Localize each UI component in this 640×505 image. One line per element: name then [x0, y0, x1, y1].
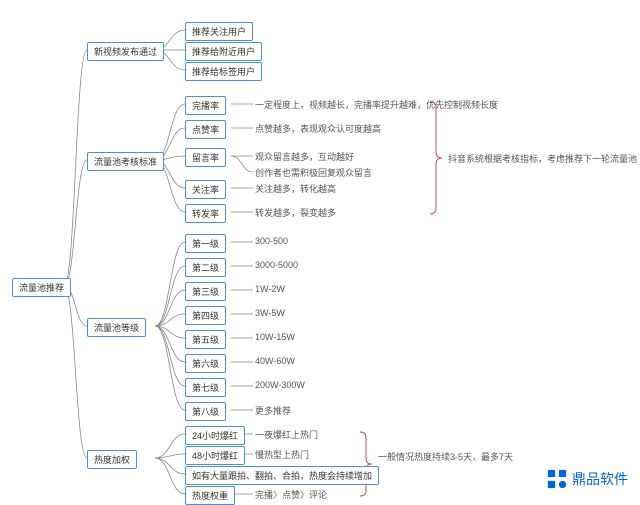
branch4-child-0: 24小时爆红	[185, 426, 245, 445]
branch4-note: 一般情况热度持续3-5天，最多7天	[378, 450, 513, 463]
branch2-child-2: 留言率	[185, 148, 226, 167]
branch2-sub-0-0: 一定程度上，视频越长，完播率提升越难，优先控制视频长度	[255, 98, 498, 111]
branch3-val-7: 更多推荐	[255, 404, 291, 417]
branch4-child-2: 如有大量跟拍、翻拍、合拍，热度会持续增加	[185, 466, 379, 485]
branch2-note: 抖音系统根据考核指标，考虑推荐下一轮流量池	[448, 152, 637, 165]
branch3-val-4: 10W-15W	[255, 332, 295, 342]
logo-icon	[546, 468, 568, 490]
branch1: 新视频发布通过	[87, 42, 164, 61]
logo-text: 鼎品软件	[572, 469, 628, 489]
branch4-val-3: 完播〉点赞〉评论	[255, 488, 327, 501]
branch2: 流量池考核标准	[87, 152, 164, 171]
branch4-val-1: 慢热型上热门	[255, 448, 309, 461]
branch3-val-5: 40W-60W	[255, 356, 295, 366]
branch4-val-0: 一夜爆红上热门	[255, 428, 318, 441]
branch4-child-3: 热度权重	[185, 486, 235, 505]
branch2-child-3: 关注率	[185, 180, 226, 199]
branch3-child-6: 第七级	[185, 378, 226, 397]
branch3-child-7: 第八级	[185, 402, 226, 421]
branch4: 热度加权	[87, 450, 137, 469]
branch2-child-1: 点赞率	[185, 120, 226, 139]
branch1-child-0: 推荐关注用户	[185, 22, 253, 41]
branch3-child-2: 第三级	[185, 282, 226, 301]
branch3-val-1: 3000-5000	[255, 260, 298, 270]
branch4-child-1: 48小时爆红	[185, 446, 245, 465]
branch3-child-0: 第一级	[185, 234, 226, 253]
branch3-child-1: 第二级	[185, 258, 226, 277]
branch2-sub-3-0: 关注越多，转化越高	[255, 182, 336, 195]
branch2-sub-2-1: 创作者也需积极回复观众留言	[255, 166, 372, 179]
branch2-child-0: 完播率	[185, 96, 226, 115]
branch3-val-6: 200W-300W	[255, 380, 305, 390]
branch2-sub-4-0: 转发越多，裂变越多	[255, 206, 336, 219]
branch3-child-5: 第六级	[185, 354, 226, 373]
branch1-child-1: 推荐给附近用户	[185, 42, 262, 61]
watermark-logo: 鼎品软件	[546, 468, 628, 490]
branch2-child-4: 转发率	[185, 204, 226, 223]
branch3: 流量池等级	[87, 318, 146, 337]
branch1-child-2: 推荐给标签用户	[185, 62, 262, 81]
branch2-sub-2-0: 观众留言越多，互动越好	[255, 150, 354, 163]
branch3-val-2: 1W-2W	[255, 284, 285, 294]
branch3-val-0: 300-500	[255, 236, 288, 246]
connector-layer	[0, 0, 640, 502]
branch2-sub-1-0: 点赞越多，表现观众认可度越高	[255, 122, 381, 135]
root-node: 流量池推荐	[12, 278, 71, 297]
branch3-val-3: 3W-5W	[255, 308, 285, 318]
branch3-child-3: 第四级	[185, 306, 226, 325]
branch3-child-4: 第五级	[185, 330, 226, 349]
